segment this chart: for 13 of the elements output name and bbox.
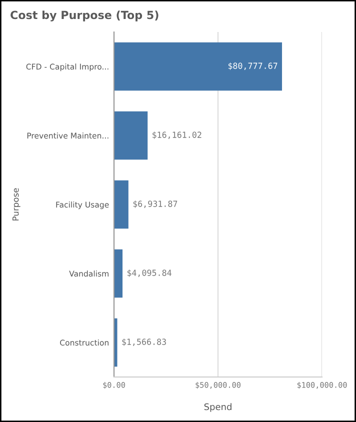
- x-axis-title: Spend: [204, 403, 232, 412]
- bar: [114, 42, 282, 91]
- chart-title: Cost by Purpose (Top 5): [10, 10, 158, 22]
- y-axis-title: Purpose: [12, 188, 20, 220]
- bar: [114, 180, 128, 229]
- data-label: $16,161.02: [152, 131, 202, 140]
- data-label: $4,095.84: [127, 269, 172, 278]
- bar: [114, 111, 148, 160]
- data-label: $80,777.67: [228, 62, 278, 70]
- bar: [114, 318, 118, 367]
- bar: [114, 249, 123, 298]
- data-label: $6,931.87: [133, 200, 178, 208]
- data-label: $1,566.83: [122, 338, 166, 346]
